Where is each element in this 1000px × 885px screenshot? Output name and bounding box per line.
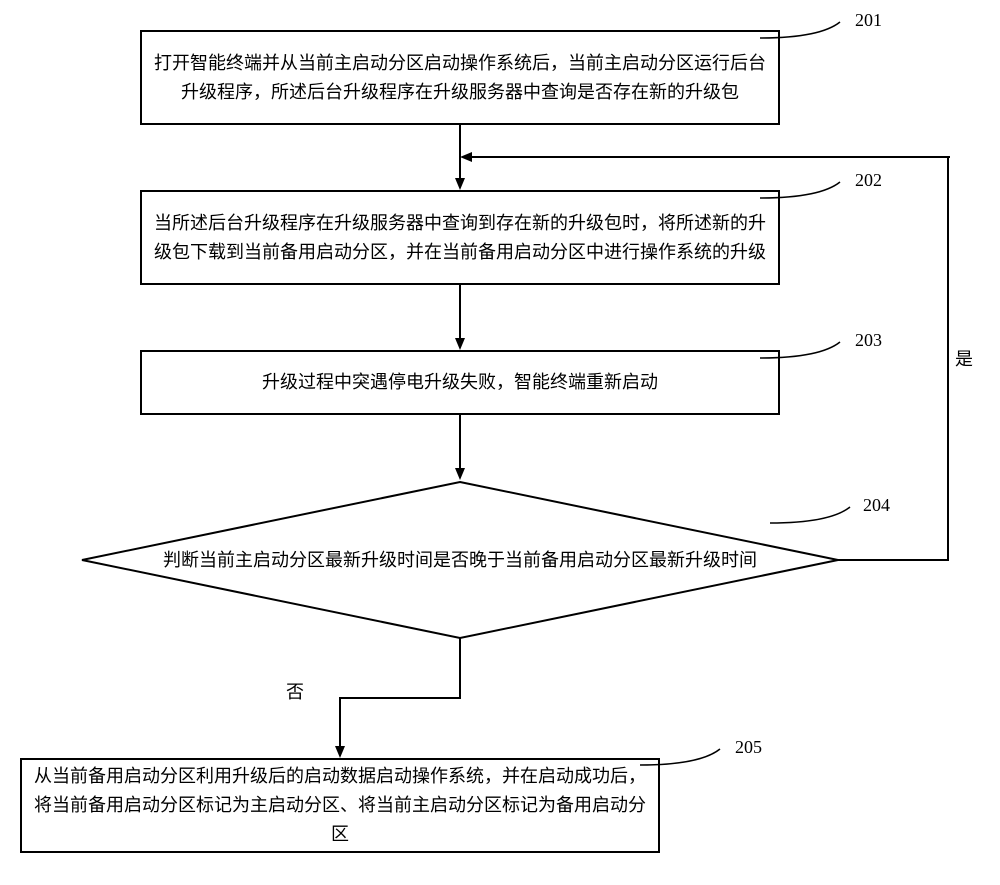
leader-205 <box>640 747 730 767</box>
arrow-204-205 <box>290 638 470 758</box>
process-step-203: 升级过程中突遇停电升级失败，智能终端重新启动 <box>140 350 780 415</box>
decision-step-204: 判断当前主启动分区最新升级时间是否晚于当前备用启动分区最新升级时间 <box>80 480 840 640</box>
process-step-205: 从当前备用启动分区利用升级后的启动数据启动操作系统，并在启动成功后，将当前备用启… <box>20 758 660 853</box>
feedback-line-vertical <box>835 157 955 567</box>
arrow-202-203 <box>455 285 465 350</box>
branch-label-no: 否 <box>286 678 304 704</box>
step-204-text: 判断当前主启动分区最新升级时间是否晚于当前备用启动分区最新升级时间 <box>163 546 757 575</box>
step-203-text: 升级过程中突遇停电升级失败，智能终端重新启动 <box>262 368 658 397</box>
process-step-202: 当所述后台升级程序在升级服务器中查询到存在新的升级包时，将所述新的升级包下载到当… <box>140 190 780 285</box>
leader-201 <box>760 20 850 40</box>
arrow-203-204 <box>455 415 465 480</box>
step-label-201: 201 <box>855 10 882 31</box>
process-step-201: 打开智能终端并从当前主启动分区启动操作系统后，当前主启动分区运行后台升级程序，所… <box>140 30 780 125</box>
step-201-text: 打开智能终端并从当前主启动分区启动操作系统后，当前主启动分区运行后台升级程序，所… <box>154 49 766 107</box>
step-label-205: 205 <box>735 737 762 758</box>
step-202-text: 当所述后台升级程序在升级服务器中查询到存在新的升级包时，将所述新的升级包下载到当… <box>154 209 766 267</box>
flowchart-container: 打开智能终端并从当前主启动分区启动操作系统后，当前主启动分区运行后台升级程序，所… <box>0 0 1000 885</box>
step-205-text: 从当前备用启动分区利用升级后的启动数据启动操作系统，并在启动成功后，将当前备用启… <box>34 762 646 848</box>
branch-label-yes: 是 <box>955 345 973 371</box>
